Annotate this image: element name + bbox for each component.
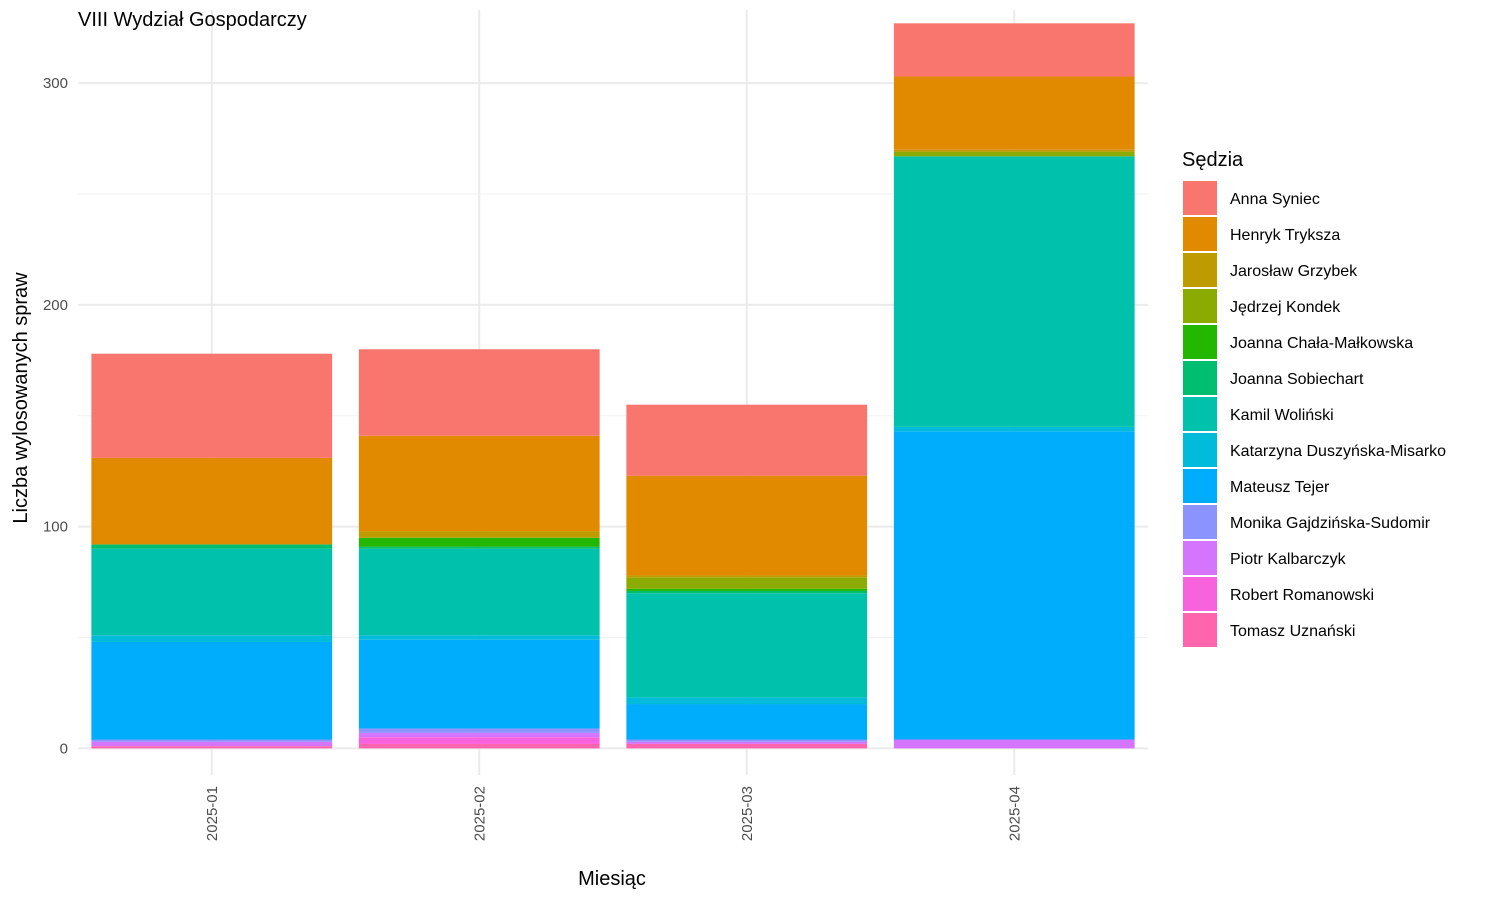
bar-segment <box>626 404 868 476</box>
bar-segment <box>91 544 333 549</box>
legend-key <box>1183 253 1217 287</box>
legend-label: Henryk Tryksza <box>1230 227 1340 244</box>
legend-key <box>1183 433 1217 467</box>
bar-segment <box>358 546 600 549</box>
legend-label: Piotr Kalbarczyk <box>1230 551 1347 568</box>
bar-segment <box>358 732 600 738</box>
bar-segment <box>91 635 333 642</box>
bar-segment <box>91 457 333 545</box>
bar-segment <box>91 353 333 458</box>
y-axis-title: Liczba wylosowanych spraw <box>10 272 32 524</box>
bar-segment <box>893 156 1135 427</box>
bar-segment <box>626 475 868 576</box>
legend-label: Anna Syniec <box>1230 191 1320 208</box>
bar-segment <box>358 349 600 436</box>
chart-title: VIII Wydział Gospodarczy <box>78 9 307 31</box>
legend-label: Jarosław Grzybek <box>1230 263 1358 280</box>
bar-segment <box>626 739 868 742</box>
x-tick-label: 2025-03 <box>739 786 756 841</box>
legend-label: Mateusz Tejer <box>1230 479 1330 496</box>
legend-label: Monika Gajdzińska-Sudomir <box>1230 515 1431 532</box>
bar-segment <box>893 151 1135 157</box>
bar-segment <box>626 697 868 705</box>
legend-label: Jędrzej Kondek <box>1230 299 1341 316</box>
legend-key <box>1183 613 1217 647</box>
x-tick-label: 2025-02 <box>471 786 488 841</box>
bar-segment <box>358 737 600 744</box>
y-tick-label: 300 <box>43 75 68 92</box>
bar-segment <box>893 23 1135 77</box>
y-tick-label: 0 <box>60 740 68 757</box>
bar-segment <box>91 641 333 740</box>
bar-segment <box>358 635 600 640</box>
x-axis-title: Miesiąc <box>578 868 646 890</box>
bar-segment <box>626 577 868 589</box>
y-tick-label: 100 <box>43 519 68 536</box>
legend-key <box>1183 325 1217 359</box>
legend-key <box>1183 577 1217 611</box>
legend-key <box>1183 217 1217 251</box>
legend-label: Joanna Chała-Małkowska <box>1230 335 1413 352</box>
bar-segment <box>626 593 868 698</box>
bar-segment <box>358 531 600 538</box>
bar-segment <box>91 741 333 747</box>
y-tick-label: 200 <box>43 297 68 314</box>
bar-segment <box>893 149 1135 152</box>
bar-segment <box>626 704 868 740</box>
y-axis-ticks: 0 100 200 300 <box>43 75 68 757</box>
bar-segment <box>626 588 868 591</box>
legend-key <box>1183 181 1217 215</box>
legend-key <box>1183 469 1217 503</box>
legend-key <box>1183 541 1217 575</box>
legend-label: Kamil Woliński <box>1230 407 1334 424</box>
x-axis-ticks: 2025-01 2025-02 2025-03 2025-04 <box>204 786 1024 841</box>
bar-segment <box>358 743 600 749</box>
x-tick-label: 2025-04 <box>1006 786 1023 841</box>
bar-segment <box>893 431 1135 740</box>
legend-key <box>1183 397 1217 431</box>
bar-segment <box>358 639 600 729</box>
bar-segment <box>626 590 868 594</box>
bar-segment <box>893 739 1135 749</box>
legend-key <box>1183 505 1217 539</box>
legend: Sędzia Anna Syniec Henryk Tryksza Jarosław… <box>1182 149 1446 647</box>
bar-segment <box>893 426 1135 432</box>
bar-segment <box>91 548 333 636</box>
legend-key <box>1183 289 1217 323</box>
bar-segment <box>626 575 868 578</box>
bar-segment <box>91 746 333 749</box>
legend-key <box>1183 361 1217 395</box>
legend-title: Sędzia <box>1182 149 1244 171</box>
bar-segment <box>626 741 868 744</box>
bar-segment <box>893 76 1135 150</box>
bar-segment <box>358 548 600 636</box>
bar-segment <box>626 743 868 749</box>
legend-label: Robert Romanowski <box>1230 587 1374 604</box>
legend-label: Joanna Sobiechart <box>1230 371 1364 388</box>
bar-segment <box>358 537 600 547</box>
legend-label: Katarzyna Duszyńska-Misarko <box>1230 443 1446 460</box>
x-tick-label: 2025-01 <box>204 786 221 841</box>
bar-segment <box>358 435 600 532</box>
legend-label: Tomasz Uznański <box>1230 623 1355 640</box>
bars <box>91 23 1135 749</box>
bar-segment <box>91 739 333 742</box>
bar-segment <box>358 728 600 733</box>
